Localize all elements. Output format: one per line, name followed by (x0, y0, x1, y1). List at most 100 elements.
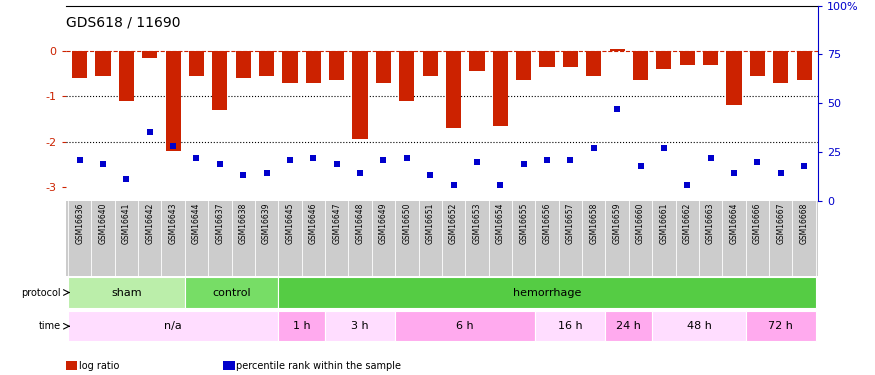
Text: GSM16660: GSM16660 (636, 203, 645, 244)
Point (166, 143, 180, 149)
Bar (72, 51, 88, 78)
Text: GSM16643: GSM16643 (169, 203, 178, 244)
Bar (796, 51, 812, 81)
Bar (235, 51, 251, 78)
Text: 3 h: 3 h (351, 321, 369, 331)
Bar (469, 51, 485, 71)
Point (727, 170, 741, 176)
Bar (726, 51, 742, 105)
Bar (185, 278, 278, 308)
Point (610, 106, 624, 112)
Text: GSM16659: GSM16659 (612, 203, 621, 244)
Text: GSM16668: GSM16668 (800, 203, 808, 244)
Text: GSM16661: GSM16661 (660, 203, 668, 244)
Text: hemorrhage: hemorrhage (513, 288, 581, 297)
Point (330, 160, 344, 166)
Text: GSM16637: GSM16637 (215, 203, 224, 244)
Text: GSM16658: GSM16658 (589, 203, 598, 244)
Point (96, 160, 110, 166)
Point (587, 145, 601, 151)
Bar (305, 51, 321, 83)
Text: 1 h: 1 h (293, 321, 311, 331)
Bar (586, 51, 601, 76)
Point (446, 182, 460, 188)
Text: sham: sham (111, 288, 142, 297)
Text: GSM16667: GSM16667 (776, 203, 785, 244)
Bar (652, 311, 746, 341)
Point (236, 172, 250, 178)
Text: 6 h: 6 h (457, 321, 474, 331)
Bar (329, 51, 344, 81)
Text: GSM16642: GSM16642 (145, 203, 154, 244)
Text: GSM16656: GSM16656 (542, 203, 551, 244)
Point (143, 129, 157, 135)
Text: GSM16654: GSM16654 (496, 203, 505, 244)
Bar (213, 51, 228, 110)
Bar (423, 51, 438, 76)
Text: GSM16646: GSM16646 (309, 203, 318, 244)
Bar (119, 51, 134, 101)
Bar (774, 51, 788, 83)
Bar (446, 51, 461, 128)
Point (774, 170, 788, 176)
Point (751, 159, 765, 165)
Bar (68, 311, 278, 341)
Point (493, 182, 507, 188)
Point (564, 157, 578, 163)
Point (680, 182, 694, 188)
Text: GSM16651: GSM16651 (426, 203, 435, 244)
Point (213, 160, 227, 166)
Text: GSM16664: GSM16664 (730, 203, 738, 244)
Bar (283, 51, 298, 83)
Text: GSM16662: GSM16662 (682, 203, 692, 244)
Bar (540, 51, 555, 67)
Point (424, 172, 438, 178)
Bar (165, 51, 181, 151)
Bar (376, 51, 391, 83)
Bar (563, 51, 578, 67)
Bar (396, 311, 536, 341)
Point (400, 155, 414, 161)
Text: n/a: n/a (164, 321, 182, 331)
Point (354, 170, 367, 176)
Text: GSM16663: GSM16663 (706, 203, 715, 244)
Bar (746, 311, 816, 341)
Point (704, 155, 717, 161)
Point (190, 155, 204, 161)
Bar (278, 311, 325, 341)
Text: GSM16653: GSM16653 (473, 203, 481, 244)
Text: 48 h: 48 h (687, 321, 711, 331)
Point (540, 157, 554, 163)
Text: GSM16666: GSM16666 (752, 203, 762, 244)
Bar (493, 51, 507, 126)
Bar (189, 51, 204, 76)
Text: control: control (213, 288, 251, 297)
Point (470, 159, 484, 165)
Text: GSM16650: GSM16650 (402, 203, 411, 244)
Text: GSM16649: GSM16649 (379, 203, 388, 244)
Text: GSM16652: GSM16652 (449, 203, 458, 244)
Text: GSM16648: GSM16648 (355, 203, 365, 244)
Bar (142, 51, 158, 58)
Text: GSM16641: GSM16641 (122, 203, 131, 244)
Bar (68, 278, 185, 308)
Text: protocol: protocol (22, 288, 61, 297)
Text: GSM16636: GSM16636 (75, 203, 84, 244)
Bar (633, 51, 648, 81)
Bar (95, 51, 110, 76)
Text: GSM16645: GSM16645 (285, 203, 295, 244)
Bar (536, 311, 606, 341)
Bar (353, 51, 367, 140)
Bar (516, 51, 531, 81)
Point (306, 155, 320, 161)
Text: GSM16647: GSM16647 (332, 203, 341, 244)
Point (260, 170, 274, 176)
Text: log ratio: log ratio (79, 361, 119, 370)
Bar (703, 51, 718, 64)
Bar (399, 51, 415, 101)
Text: GSM16639: GSM16639 (262, 203, 271, 244)
Point (119, 176, 133, 182)
Point (657, 145, 671, 151)
Text: GSM16644: GSM16644 (192, 203, 201, 244)
Bar (606, 311, 652, 341)
